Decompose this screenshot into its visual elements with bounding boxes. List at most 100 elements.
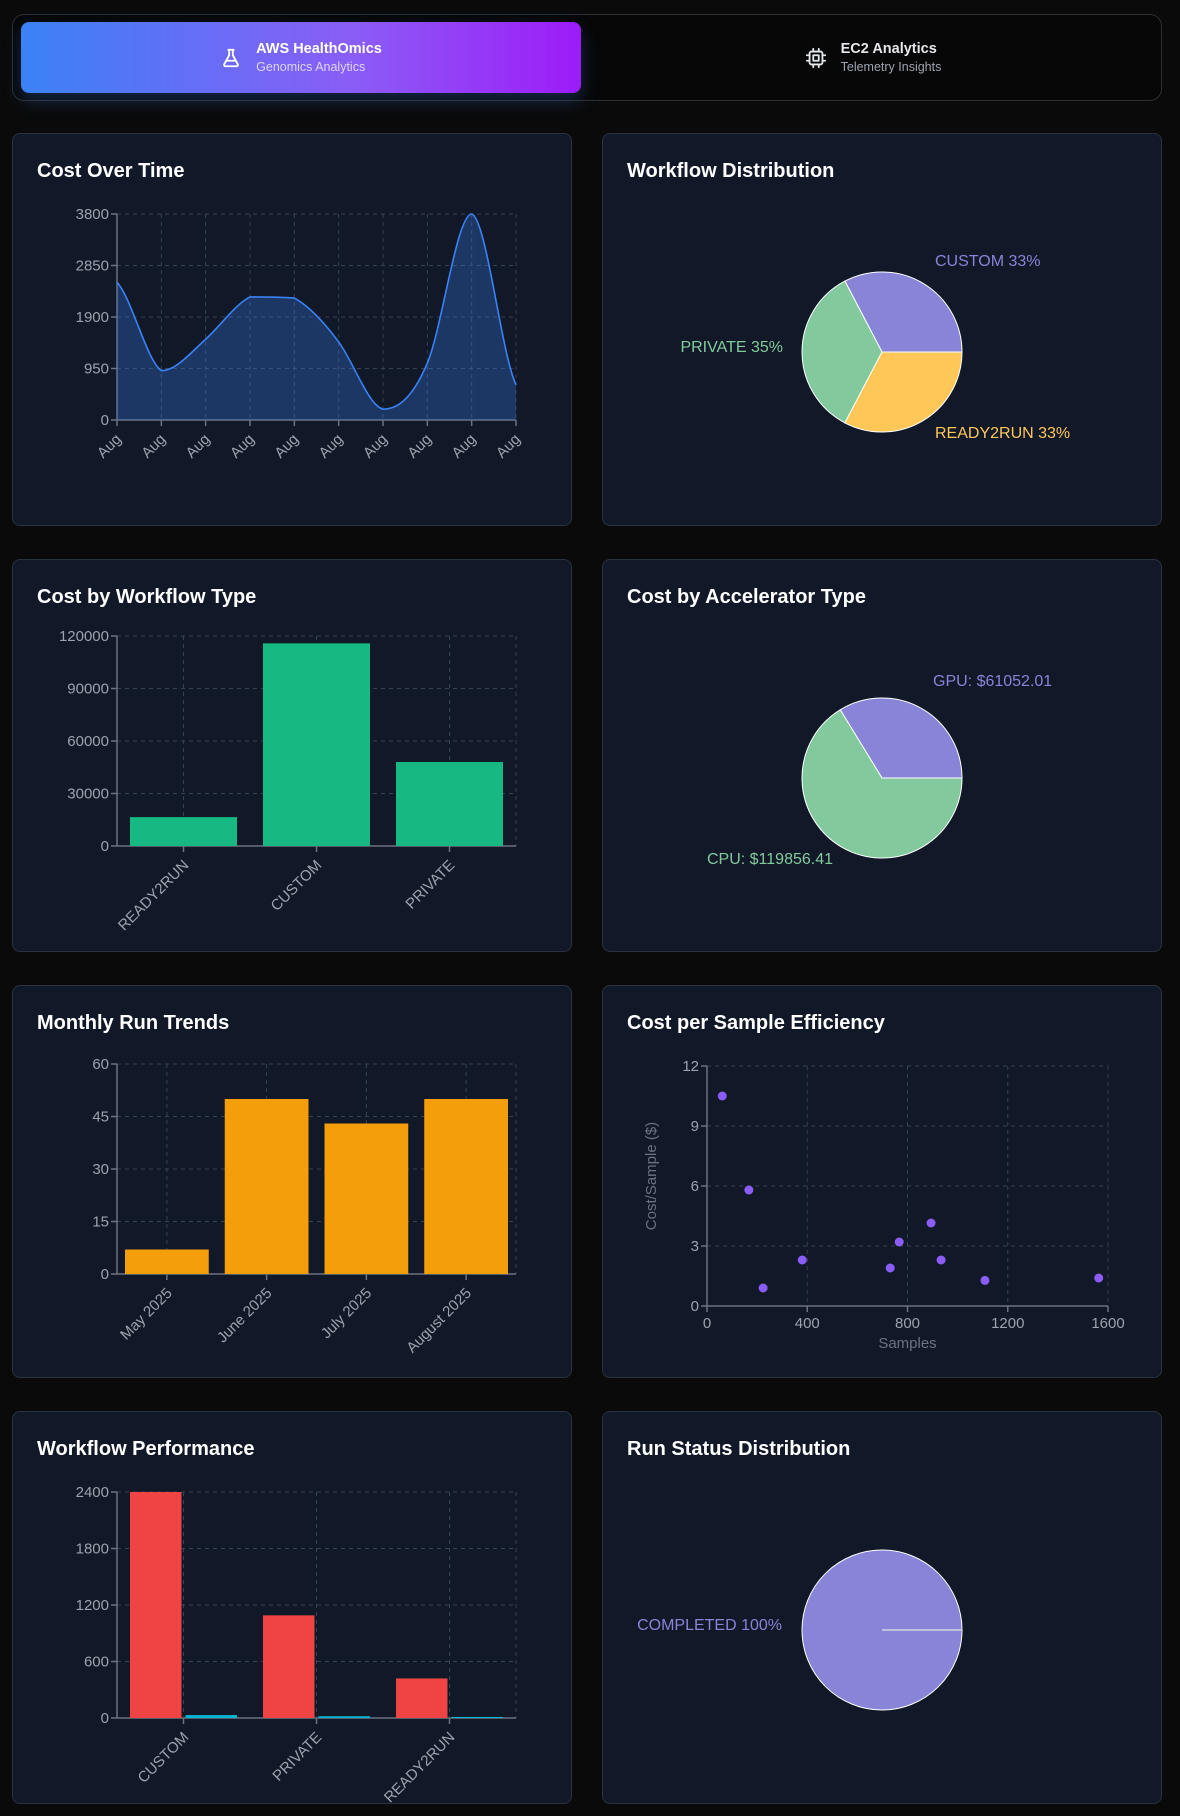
- y-tick-label: 0: [101, 1710, 109, 1727]
- bar: [263, 1615, 315, 1718]
- scatter-point: [717, 1091, 727, 1101]
- x-tick-label: Aug: [493, 431, 524, 462]
- tab-title: AWS HealthOmics: [256, 40, 382, 57]
- y-tick-label: 0: [101, 412, 109, 429]
- bar: [451, 1716, 503, 1718]
- workflow-distribution-chart: CUSTOM 33% PRIVATE 35% READY2RUN 33%: [680, 253, 1070, 442]
- tab-aws-healthomics[interactable]: AWS HealthOmics Genomics Analytics: [21, 22, 581, 93]
- monthly-run-trends-chart: 0 15 30 45 60 May 2025 June 2025 July 2025 Augus…: [92, 1056, 517, 1357]
- tab-ec2-analytics[interactable]: EC2 Analytics Telemetry Insights: [593, 22, 1153, 93]
- card-title: Cost by Accelerator Type: [627, 586, 866, 608]
- tab-title: EC2 Analytics: [840, 40, 937, 57]
- x-tick-label: July 2025: [318, 1285, 375, 1342]
- workflow-performance-chart: 0 600 1200 1800 2400 CUSTOM PRIVATE READY2RUN: [76, 1484, 517, 1805]
- y-tick-label: 3: [691, 1238, 699, 1255]
- y-tick-label: 0: [101, 1266, 109, 1283]
- y-tick-label: 60: [92, 1056, 109, 1073]
- x-tick-label: Aug: [94, 431, 125, 462]
- workflow-performance-card: Workflow Performance 0 600 1200 1800 2400 CUS…: [12, 1411, 572, 1805]
- y-tick-label: 2400: [76, 1484, 109, 1501]
- card-title: Workflow Performance: [37, 1438, 255, 1460]
- cost-by-accelerator-type-chart: GPU: $61052.01 CPU: $119856.41: [707, 673, 1052, 868]
- pie-slice: [801, 709, 963, 859]
- x-tick-label: Aug: [271, 431, 302, 462]
- scatter-point: [926, 1218, 936, 1228]
- dashboard-tab-bar: AWS HealthOmics Genomics Analytics EC2 A…: [12, 14, 1162, 101]
- scatter-point: [894, 1237, 904, 1247]
- x-tick-label: 400: [795, 1315, 820, 1332]
- area-line: [116, 213, 517, 410]
- x-tick-label: Aug: [360, 431, 391, 462]
- y-tick-label: 9: [691, 1118, 699, 1135]
- cost-by-workflow-type-card: Cost by Workflow Type 0 30000 60000 90000 12…: [12, 559, 572, 952]
- pie-slice: [844, 351, 963, 433]
- y-tick-label: 1900: [76, 309, 109, 326]
- scatter-point: [758, 1283, 768, 1293]
- cost-by-workflow-type-chart: 0 30000 60000 90000 120000 READY2RUN CUSTOM PRI…: [59, 628, 517, 934]
- x-tick-label: Aug: [449, 431, 480, 462]
- tab-subtitle: Telemetry Insights: [840, 59, 942, 74]
- pie-label: READY2RUN 33%: [935, 425, 1070, 442]
- cost-over-time-chart: 0 950 1900 2850 3800 Aug Aug Aug Aug Aug Aug Aug Aug…: [76, 206, 524, 462]
- x-tick-label: Aug: [316, 431, 347, 462]
- pie-label: PRIVATE 35%: [680, 339, 783, 356]
- y-tick-label: 30000: [67, 786, 109, 803]
- x-tick-label: READY2RUN: [381, 1729, 458, 1805]
- cost-per-sample-efficiency-chart: 0 3 6 9 12 0 400 800 1200 1600 Samples Cost/Sample …: [643, 1058, 1125, 1352]
- card-title: Workflow Distribution: [627, 160, 835, 182]
- pie-label: CPU: $119856.41: [707, 851, 833, 868]
- y-tick-label: 600: [84, 1654, 109, 1671]
- x-axis-title: Samples: [878, 1335, 936, 1352]
- y-tick-label: 2850: [76, 258, 109, 275]
- bar: [224, 1099, 309, 1274]
- x-tick-label: Aug: [227, 431, 258, 462]
- y-tick-label: 3800: [76, 206, 109, 223]
- scatter-point: [1094, 1273, 1104, 1283]
- pie-slice: [844, 271, 963, 353]
- bar: [130, 817, 237, 846]
- pie-label: COMPLETED 100%: [637, 1617, 782, 1634]
- x-tick-label: 0: [703, 1315, 711, 1332]
- x-tick-label: 800: [895, 1315, 920, 1332]
- cost-over-time-card: Cost Over Time 0 950 1900 2850 3800 Aug Aug Aug…: [12, 133, 572, 526]
- run-status-distribution-card: Run Status Distribution COMPLETED 100%: [602, 1411, 1162, 1804]
- y-tick-label: 15: [92, 1214, 109, 1231]
- x-tick-label: CUSTOM: [268, 857, 326, 915]
- y-tick-label: 0: [691, 1298, 699, 1315]
- scatter-point: [980, 1275, 990, 1285]
- run-status-distribution-chart: COMPLETED 100%: [637, 1549, 963, 1711]
- x-tick-label: May 2025: [117, 1285, 176, 1344]
- y-tick-label: 1800: [76, 1541, 109, 1558]
- y-tick-label: 6: [691, 1178, 699, 1195]
- card-title: Run Status Distribution: [627, 1438, 851, 1460]
- bar: [263, 643, 370, 846]
- monthly-run-trends-card: Monthly Run Trends 0 15 30 45 60 May 2025 June…: [12, 985, 572, 1378]
- tab-subtitle: Genomics Analytics: [256, 59, 366, 74]
- chip-icon: [805, 47, 826, 68]
- bar: [324, 1123, 409, 1274]
- y-tick-label: 45: [92, 1109, 109, 1126]
- pie-label: CUSTOM 33%: [935, 253, 1041, 270]
- bar: [318, 1716, 370, 1718]
- x-tick-label: READY2RUN: [115, 857, 192, 934]
- card-title: Cost per Sample Efficiency: [627, 1012, 885, 1034]
- bar: [130, 1492, 182, 1718]
- y-tick-label: 1200: [76, 1597, 109, 1614]
- pie-slice: [839, 697, 963, 779]
- scatter-point: [744, 1185, 754, 1195]
- pie-label: GPU: $61052.01: [933, 673, 1052, 690]
- scatter-point: [797, 1255, 807, 1265]
- bar: [396, 1678, 448, 1718]
- cost-per-sample-efficiency-card: Cost per Sample Efficiency 0 3 6 9 12 0 400 800…: [602, 985, 1162, 1378]
- x-tick-label: August 2025: [403, 1285, 475, 1357]
- y-tick-label: 120000: [59, 628, 109, 645]
- card-title: Cost by Workflow Type: [37, 586, 257, 608]
- flask-icon: [223, 48, 239, 67]
- scatter-point: [936, 1255, 946, 1265]
- card-title: Monthly Run Trends: [37, 1012, 230, 1034]
- area-fill: [117, 214, 516, 420]
- y-tick-label: 30: [92, 1161, 109, 1178]
- pie-slice: [801, 280, 883, 424]
- bar: [396, 762, 503, 846]
- bar: [185, 1715, 237, 1718]
